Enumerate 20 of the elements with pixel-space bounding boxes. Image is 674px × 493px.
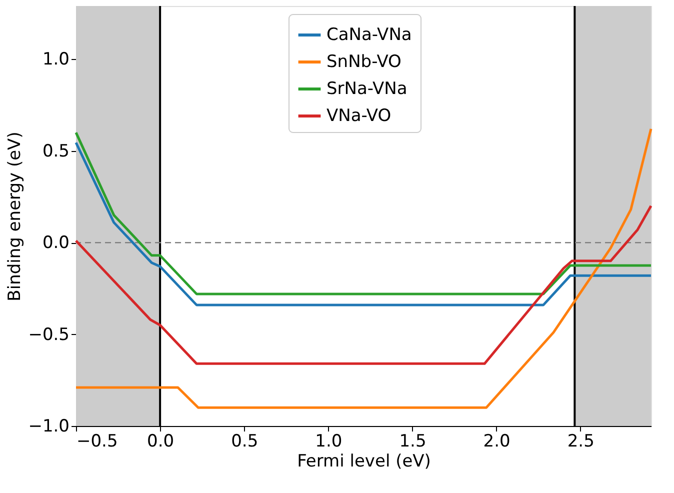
y-axis-title: Binding energy (eV) (5, 132, 26, 302)
x-tick-label: 2.0 (483, 432, 510, 452)
x-tick-label: 0.0 (147, 432, 174, 452)
y-tick-label: −0.5 (28, 324, 70, 345)
x-tick-label: 1.5 (399, 432, 426, 452)
x-tick-label: 0.5 (231, 432, 258, 452)
y-tick-label: −1.0 (28, 416, 70, 436)
x-tick-label: 2.5 (567, 432, 594, 452)
x-tick-label: −0.5 (76, 432, 118, 452)
y-tick-label: 0.5 (42, 141, 70, 162)
legend-label: SrNa-VNa (326, 79, 408, 99)
y-tick-label: 1.0 (42, 50, 70, 70)
x-tick-label: 1.0 (315, 432, 342, 452)
legend-label: VNa-VO (326, 106, 392, 126)
legend-label: CaNa-VNa (326, 25, 412, 45)
legend-label: SnNb-VO (326, 52, 402, 72)
x-axis-title: Fermi level (eV) (297, 452, 431, 472)
line-series (74, 128, 652, 409)
y-tick-label: 0.0 (42, 233, 70, 254)
line-series (74, 204, 652, 365)
